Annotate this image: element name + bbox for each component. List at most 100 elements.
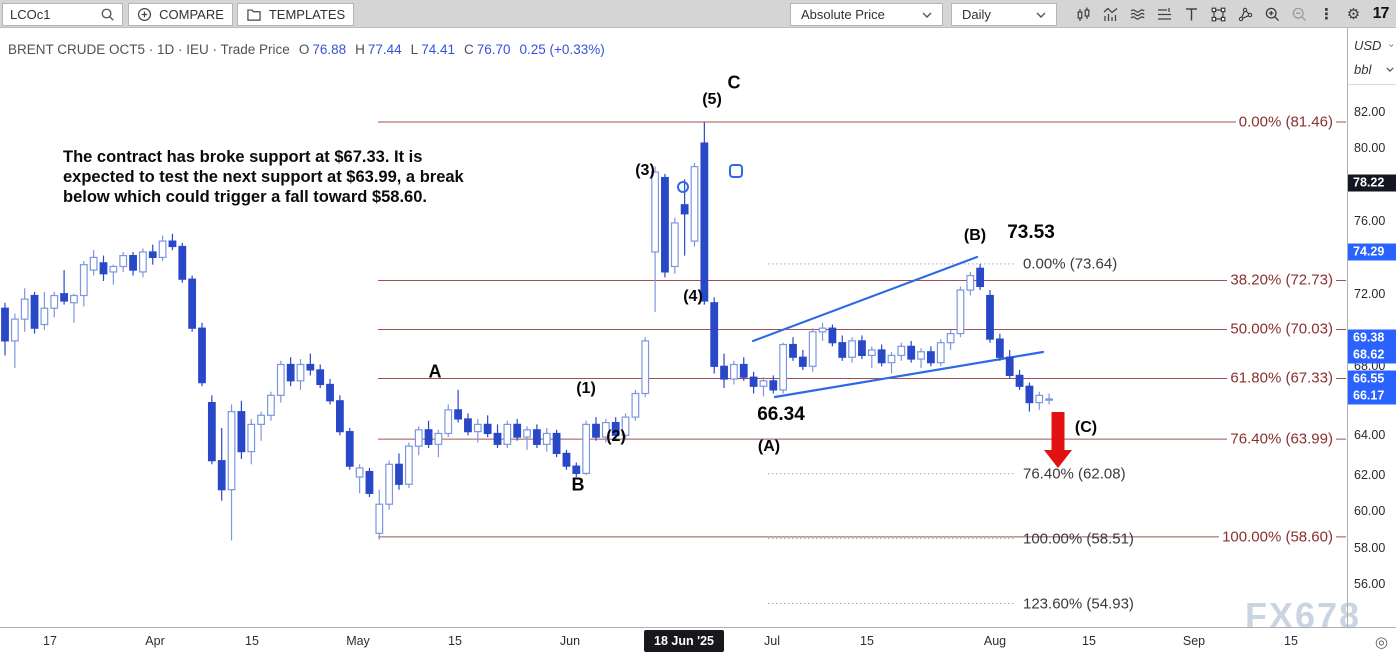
text-tool-icon[interactable] — [1178, 0, 1205, 28]
time-badge: 18 Jun '25 — [644, 630, 724, 652]
fib-level-label: 0.00% (81.46) — [1235, 113, 1336, 131]
ohlc-value: 74.41 — [421, 42, 455, 57]
chart-legend: BRENT CRUDE OCT5 · 1D · IEU · Trade Pric… — [8, 42, 605, 57]
time-tick: May — [346, 634, 370, 648]
annotation-line: below which could trigger a fall toward … — [63, 188, 427, 206]
price-mode-select[interactable]: Absolute Price — [790, 3, 943, 26]
price-badge: 66.55 — [1348, 370, 1396, 388]
time-tick: 15 — [860, 634, 874, 648]
price-tick: 62.00 — [1354, 468, 1386, 482]
ohlc-value: 77.44 — [367, 42, 402, 57]
chevron-down-icon — [1386, 67, 1394, 72]
fib-level-label: 38.20% (72.73) — [1227, 271, 1336, 289]
price-badge: 66.17 — [1348, 387, 1396, 405]
wave-label: (C) — [1074, 419, 1098, 436]
price-badge: 69.38 — [1348, 329, 1396, 347]
wave-label: B — [571, 474, 585, 495]
price-tick: 58.00 — [1354, 541, 1386, 555]
fib-level-label: 50.00% (70.03) — [1227, 320, 1336, 338]
plus-circle-icon — [138, 7, 152, 22]
time-tick: 17 — [43, 634, 57, 648]
shapes-tool-icon[interactable] — [1205, 0, 1232, 28]
currency-label: USD — [1354, 38, 1382, 53]
interval-value: Daily — [962, 7, 991, 22]
price-mode-value: Absolute Price — [801, 7, 885, 22]
price-tick: 60.00 — [1354, 504, 1386, 518]
ohlc-key: O — [298, 42, 310, 57]
search-icon — [101, 8, 114, 21]
time-tick: Aug — [983, 634, 1007, 648]
wave-label: (A) — [757, 438, 781, 455]
wave-label: (5) — [702, 91, 722, 108]
fib-level-label: 76.40% (63.99) — [1227, 430, 1336, 448]
compare-button[interactable]: COMPARE — [128, 3, 233, 26]
polygon-tool-icon[interactable] — [1232, 0, 1259, 28]
price-tick: 76.00 — [1354, 214, 1386, 228]
price-badge: 68.62 — [1348, 346, 1396, 364]
indicators-icon[interactable] — [1097, 0, 1124, 28]
templates-label: TEMPLATES — [268, 7, 346, 22]
wave-label: (4) — [683, 288, 703, 305]
price-badge: 74.29 — [1348, 243, 1396, 261]
fib-retracement-icon[interactable] — [1151, 0, 1178, 28]
ohlc-key: C — [463, 42, 474, 57]
time-tick: 15 — [448, 634, 462, 648]
price-badge: 78.22 — [1348, 174, 1396, 192]
compare-waves-icon[interactable] — [1124, 0, 1151, 28]
chevron-down-icon — [1036, 12, 1046, 18]
zoom-out-icon[interactable] — [1286, 0, 1313, 28]
candlestick-chart-icon[interactable] — [1070, 0, 1097, 28]
toolbar-icon-group: ⋮ ⚙ 17 — [1070, 0, 1394, 28]
price-tick: 64.00 — [1354, 428, 1386, 442]
zoom-in-icon[interactable] — [1259, 0, 1286, 28]
top-toolbar: LCOc1 COMPARE TEMPLATES Absolute Price D… — [0, 0, 1396, 28]
fib-extension-label: 0.00% (73.64) — [1023, 255, 1118, 273]
time-tick: 15 — [1284, 634, 1298, 648]
price-tick: 56.00 — [1354, 577, 1386, 591]
wave-label: 73.53 — [1007, 222, 1055, 243]
analysis-annotation: The contract has broke support at $67.33… — [63, 147, 464, 207]
price-axis[interactable]: USD bbl 82.00 80.00 76.00 72.00 68.00 64.00 62… — [1347, 28, 1396, 627]
price-tick: 72.00 — [1354, 287, 1386, 301]
time-tick: Jun — [559, 634, 581, 648]
symbol-search[interactable]: LCOc1 — [2, 3, 123, 26]
wave-label: 66.34 — [757, 404, 805, 425]
axis-divider — [1348, 84, 1396, 85]
fib-level-label: 61.80% (67.33) — [1227, 369, 1336, 387]
annotation-line: expected to test the next support at $63… — [63, 168, 464, 186]
time-tick: 15 — [245, 634, 259, 648]
fib-extension-label: 100.00% (58.51) — [1023, 530, 1134, 548]
ohlc-key: H — [355, 42, 365, 57]
time-tick: Apr — [145, 634, 165, 648]
price-tick: 82.00 — [1354, 105, 1386, 119]
tradingview-logo[interactable]: 17 — [1372, 5, 1390, 22]
symbol-description: BRENT CRUDE OCT5 · 1D · IEU · Trade Pric… — [8, 42, 290, 57]
annotation-line: The contract has broke support at $67.33… — [63, 148, 423, 166]
chevron-down-icon — [1389, 44, 1394, 47]
unit-label: bbl — [1354, 62, 1372, 77]
fib-extension-label: 123.60% (54.93) — [1023, 595, 1134, 613]
currency-selector[interactable]: USD — [1354, 38, 1394, 53]
chart-canvas[interactable] — [0, 28, 1347, 627]
wave-label: C — [727, 72, 741, 93]
ohlc-key: L — [410, 42, 419, 57]
unit-selector[interactable]: bbl — [1354, 62, 1394, 77]
ohlc-value: 76.88 — [312, 42, 347, 57]
time-axis[interactable]: ◎ 17 Apr 15 May 15 Jun Jul 15 Aug 15 Sep 15 18 Jun '… — [0, 627, 1396, 656]
chevron-down-icon — [922, 12, 932, 18]
fib-extension-label: 76.40% (62.08) — [1023, 465, 1126, 483]
templates-button[interactable]: TEMPLATES — [237, 3, 354, 26]
wave-label: (2) — [606, 428, 626, 445]
change-value: 0.25 (+0.33%) — [519, 42, 605, 57]
fib-level-label: 100.00% (58.60) — [1219, 528, 1336, 546]
timezone-target-icon[interactable]: ◎ — [1374, 634, 1388, 651]
compare-label: COMPARE — [159, 7, 224, 22]
more-options-icon[interactable]: ⋮ — [1319, 6, 1334, 23]
interval-select[interactable]: Daily — [951, 3, 1057, 26]
time-tick: Sep — [1182, 634, 1206, 648]
settings-gear-icon[interactable]: ⚙ — [1346, 6, 1361, 23]
wave-label: (1) — [576, 380, 596, 397]
folder-icon — [247, 8, 261, 21]
wave-label: (B) — [963, 227, 987, 244]
